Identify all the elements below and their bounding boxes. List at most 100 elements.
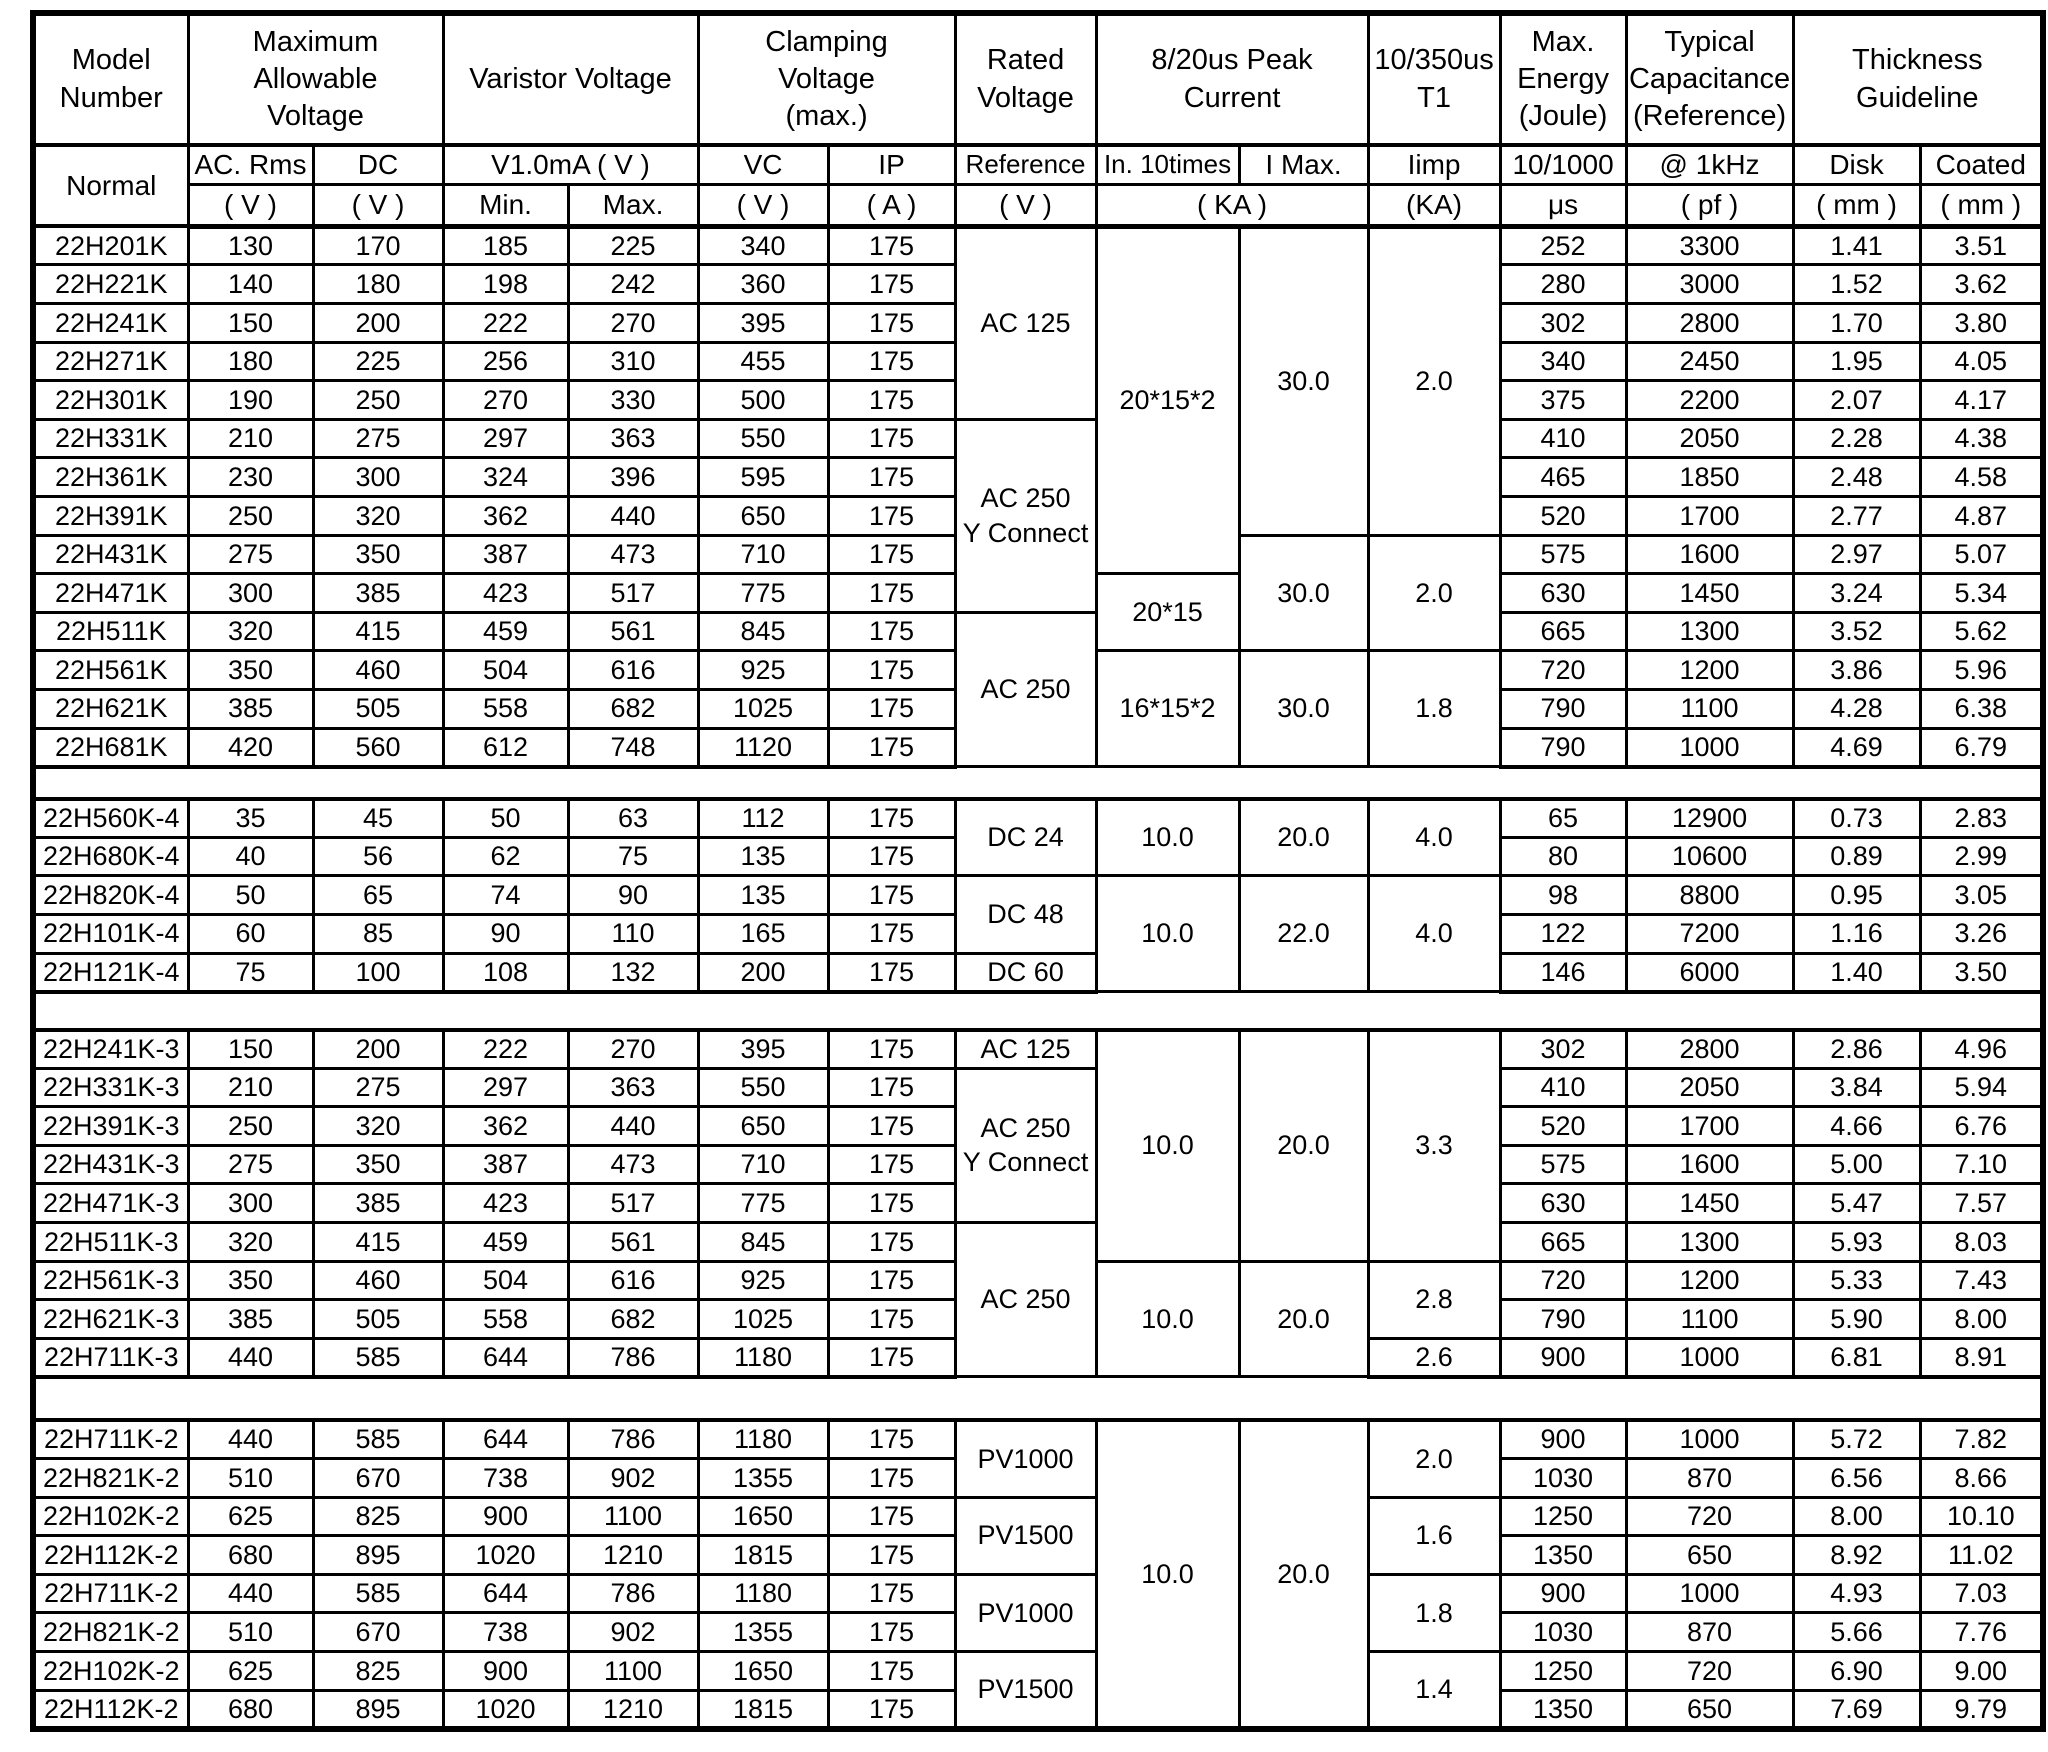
cell-coated: 9.79 [1918, 1688, 2045, 1732]
cell-vc: 845 [696, 610, 830, 653]
cell-ac-rms: 625 [186, 1495, 315, 1538]
cell-imax: 30.0 [1237, 224, 1370, 537]
cell-ac-rms: 250 [186, 495, 315, 537]
cell-vc: 135 [696, 835, 830, 878]
cell-energy: 1350 [1498, 1534, 1628, 1576]
cell-v-max: 270 [566, 302, 700, 344]
cell-disk: 6.56 [1791, 1457, 1922, 1499]
cell-ac-rms: 40 [186, 835, 315, 878]
cell-dc: 385 [311, 1182, 445, 1225]
cell-dc: 505 [311, 1298, 445, 1340]
cell-energy: 98 [1498, 874, 1628, 916]
cell-v-max: 902 [566, 1611, 700, 1653]
cell-energy: 280 [1498, 263, 1628, 305]
cell-v-min: 324 [441, 456, 570, 498]
cell-iimp: 1.8 [1366, 649, 1502, 769]
cell-dc: 200 [311, 302, 445, 344]
cell-ip: 175 [826, 495, 957, 537]
cell-disk: 8.92 [1791, 1534, 1922, 1576]
cell-ip: 175 [826, 796, 957, 839]
cell-ip: 175 [826, 912, 957, 955]
cell-ac-rms: 210 [186, 417, 315, 460]
cell-model: 22H561K-3 [31, 1259, 190, 1302]
cell-disk: 1.16 [1791, 912, 1922, 955]
cell-disk: 6.81 [1791, 1336, 1922, 1379]
cell-ac-rms: 140 [186, 263, 315, 305]
cell-rated: AC 250 [953, 1221, 1098, 1379]
header-unit-v4: ( V ) [953, 182, 1098, 229]
table-row: 22H112K-2 680 895 1020 1210 1815 175 1350 650 7.6… [31, 1688, 2045, 1732]
cell-ip: 175 [826, 1066, 957, 1109]
cell-vc: 925 [696, 649, 830, 691]
cell-coated: 7.76 [1918, 1611, 2045, 1653]
cell-v-min: 644 [441, 1336, 570, 1379]
cell-capacitance: 1200 [1624, 1259, 1795, 1302]
cell-model: 22H621K [31, 687, 190, 730]
cell-capacitance: 3300 [1624, 224, 1795, 267]
cell-v-min: 612 [441, 726, 570, 769]
cell-energy: 465 [1498, 456, 1628, 498]
cell-rated: PV1000 [953, 1417, 1098, 1499]
cell-v-max: 748 [566, 726, 700, 769]
cell-energy: 302 [1498, 1027, 1628, 1070]
cell-vc: 845 [696, 1221, 830, 1263]
table-row: 22H681K 420 560 612 748 1120 175 790 1000 4.69 6.7… [31, 726, 2045, 769]
header-10-1000: 10/1000 [1498, 143, 1628, 186]
header-max: Max. [566, 182, 700, 229]
table-row: 22H821K-2 510 670 738 902 1355 175 1030 870 6.56 8… [31, 1457, 2045, 1499]
cell-vc: 1355 [696, 1611, 830, 1653]
cell-energy: 146 [1498, 951, 1628, 994]
cell-ac-rms: 275 [186, 1143, 315, 1186]
cell-v-max: 786 [566, 1417, 700, 1461]
cell-vc: 1120 [696, 726, 830, 769]
cell-ac-rms: 320 [186, 1221, 315, 1263]
table-row: 22H271K 180 225 256 310 455 175 340 2450 1.95 4.05 [31, 340, 2045, 383]
cell-v-max: 225 [566, 224, 700, 267]
cell-energy: 302 [1498, 302, 1628, 344]
cell-ac-rms: 75 [186, 951, 315, 994]
cell-disk: 1.95 [1791, 340, 1922, 383]
cell-ip: 175 [826, 1221, 957, 1263]
table-header: Model Number Maximum Allowable Voltage Var… [31, 11, 2045, 229]
cell-in10: 10.0 [1094, 874, 1241, 994]
cell-ac-rms: 230 [186, 456, 315, 498]
cell-capacitance: 650 [1624, 1534, 1795, 1576]
cell-ip: 175 [826, 1027, 957, 1070]
cell-dc: 100 [311, 951, 445, 994]
cell-coated: 2.83 [1918, 796, 2045, 839]
cell-disk: 4.93 [1791, 1572, 1922, 1615]
cell-v-min: 738 [441, 1611, 570, 1653]
cell-ip: 175 [826, 379, 957, 421]
header-normal: Normal [31, 143, 190, 228]
cell-v-max: 616 [566, 649, 700, 691]
cell-v-min: 644 [441, 1417, 570, 1461]
cell-coated: 3.26 [1918, 912, 2045, 955]
cell-in10: 10.0 [1094, 1417, 1241, 1731]
cell-dc: 56 [311, 835, 445, 878]
cell-vc: 1025 [696, 687, 830, 730]
cell-dc: 825 [311, 1650, 445, 1692]
cell-ac-rms: 300 [186, 572, 315, 614]
header-unit-a: ( A ) [826, 182, 957, 229]
cell-v-min: 90 [441, 912, 570, 955]
cell-disk: 3.86 [1791, 649, 1922, 691]
cell-ip: 175 [826, 1417, 957, 1461]
cell-vc: 650 [696, 1105, 830, 1147]
cell-dc: 350 [311, 533, 445, 576]
table-row: 22H331K-3 210 275 297 363 550 175 AC 250 Y Conn… [31, 1066, 2045, 1225]
cell-disk: 2.48 [1791, 456, 1922, 498]
cell-coated: 5.34 [1918, 572, 2045, 614]
cell-disk: 6.90 [1791, 1650, 1922, 1692]
cell-v-min: 62 [441, 835, 570, 878]
cell-coated: 7.03 [1918, 1572, 2045, 1615]
cell-imax: 20.0 [1237, 1259, 1370, 1379]
cell-v-max: 786 [566, 1336, 700, 1379]
cell-iimp: 2.8 [1366, 1259, 1502, 1340]
cell-v-max: 1100 [566, 1495, 700, 1538]
cell-model: 22H221K [31, 263, 190, 305]
cell-disk: 2.07 [1791, 379, 1922, 421]
table-row: 22H561K-3 350 460 504 616 925 175 10.0 20.0 2.8 72… [31, 1259, 2045, 1379]
table-row: 22H621K 385 505 558 682 1025 175 790 1100 4.28 6.3… [31, 687, 2045, 730]
cell-v-max: 440 [566, 495, 700, 537]
cell-in10: 10.0 [1094, 1259, 1241, 1379]
